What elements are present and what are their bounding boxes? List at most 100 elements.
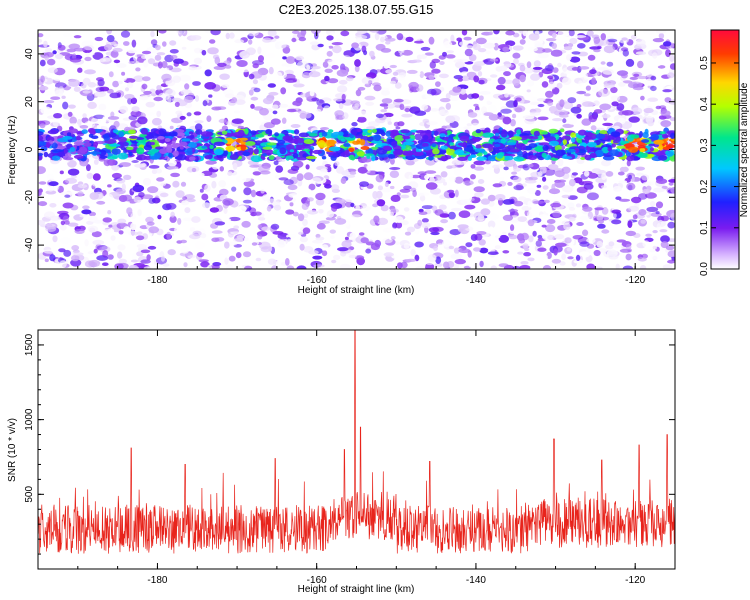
heatmap-cell (660, 235, 670, 243)
heatmap-cell (62, 33, 73, 37)
heatmap-cell (96, 200, 106, 205)
heatmap-cell (246, 47, 256, 56)
heatmap-cell (123, 226, 131, 234)
heatmap-cell (454, 189, 459, 198)
heatmap-cell (512, 78, 520, 86)
heatmap-cell (474, 166, 485, 171)
heatmap-cell (54, 89, 64, 97)
heatmap-cell (600, 33, 606, 41)
heatmap-cell (429, 61, 436, 69)
heatmap-cell (60, 220, 66, 226)
heatmap-cell (172, 75, 182, 83)
heatmap-cell (502, 46, 510, 53)
heatmap-cell (106, 188, 114, 193)
heatmap-cell (185, 198, 196, 203)
heatmap-cell (38, 220, 46, 226)
heatmap-cell (463, 180, 474, 186)
heatmap-cell (218, 180, 227, 188)
heatmap-band-cell (637, 145, 646, 149)
heatmap-cell (498, 95, 505, 99)
heatmap-cell (316, 171, 327, 176)
heatmap-cell (375, 174, 384, 183)
heatmap-cell (461, 30, 468, 36)
colorbar-label: Normalized spectral amplitude (739, 82, 750, 217)
heatmap-cell (647, 97, 659, 102)
heatmap-cell (192, 81, 201, 86)
heatmap-cell (445, 115, 456, 124)
heatmap-cell (454, 263, 459, 269)
heatmap-cell (502, 231, 507, 235)
heatmap-cell (38, 263, 41, 269)
heatmap-cell (47, 58, 56, 66)
heatmap-cell (309, 41, 320, 46)
heatmap-cell (287, 168, 299, 174)
heatmap-cell (281, 117, 287, 124)
heatmap-cell (386, 116, 392, 123)
heatmap-cell (444, 125, 452, 129)
heatmap-cell (537, 116, 549, 121)
heatmap-cell (619, 248, 632, 253)
heatmap-cell (505, 243, 516, 248)
heatmap-cell (94, 91, 107, 98)
heatmap-band-cell (176, 156, 183, 161)
heatmap-cell (166, 166, 179, 170)
heatmap-cell (346, 174, 356, 178)
heatmap-band-cell (294, 129, 300, 135)
heatmap-cell (276, 71, 283, 79)
heatmap-cell (622, 265, 634, 269)
heatmap-cell (567, 97, 577, 104)
heatmap-cell (166, 265, 179, 269)
heatmap-cell (403, 242, 410, 249)
heatmap-band-cell (88, 133, 94, 138)
heatmap-cell (663, 41, 672, 47)
heatmap-cell (593, 49, 601, 53)
heatmap-cell (127, 49, 137, 54)
heatmap-cell (655, 30, 667, 34)
heatmap-band-cell (284, 135, 294, 142)
heatmap-cell (424, 174, 430, 180)
heatmap-cell (67, 111, 73, 117)
heatmap-cell (73, 47, 86, 52)
heatmap-cell (69, 58, 82, 63)
heatmap-cell (296, 173, 304, 182)
heatmap-band-cell (628, 146, 639, 153)
heatmap-cell (312, 239, 324, 244)
heatmap-cell (148, 226, 160, 234)
heatmap-band-cell (538, 142, 551, 146)
heatmap-cell (64, 194, 71, 198)
heatmap-cell (279, 103, 289, 108)
heatmap-cell (616, 103, 625, 111)
heatmap-x-ticks: -180 -160 -140 -120 (37, 30, 676, 286)
heatmap-cell (252, 79, 258, 85)
heatmap-cell (328, 45, 334, 49)
heatmap-cell (321, 244, 329, 251)
heatmap-cell (389, 185, 395, 190)
heatmap-cell (147, 58, 156, 65)
heatmap-cell (591, 77, 597, 85)
heatmap-cell (568, 216, 576, 222)
heatmap-x-tick-label: -180 (147, 275, 167, 286)
heatmap-cell (341, 240, 352, 249)
heatmap-cell (116, 178, 126, 184)
heatmap-cell (531, 250, 538, 259)
heatmap-cell (190, 35, 202, 41)
heatmap-cell (261, 226, 271, 231)
heatmap-cell (389, 211, 394, 216)
heatmap-cell (386, 227, 398, 233)
heatmap-cell (317, 43, 324, 48)
heatmap-cell (330, 235, 335, 240)
heatmap-cell (606, 61, 614, 67)
heatmap-band-cell (394, 135, 405, 142)
heatmap-cell (504, 92, 509, 98)
heatmap-band-cell (245, 141, 256, 146)
heatmap-band-cell (475, 144, 482, 149)
heatmap-cell (93, 248, 98, 254)
heatmap-cell (537, 98, 546, 102)
heatmap-cell (593, 249, 601, 257)
heatmap-cell (151, 117, 162, 126)
heatmap-band-cell (561, 156, 573, 160)
heatmap-cell (296, 265, 307, 269)
heatmap-cell (370, 243, 380, 251)
heatmap-cell (214, 237, 225, 242)
heatmap-cell (429, 108, 439, 112)
